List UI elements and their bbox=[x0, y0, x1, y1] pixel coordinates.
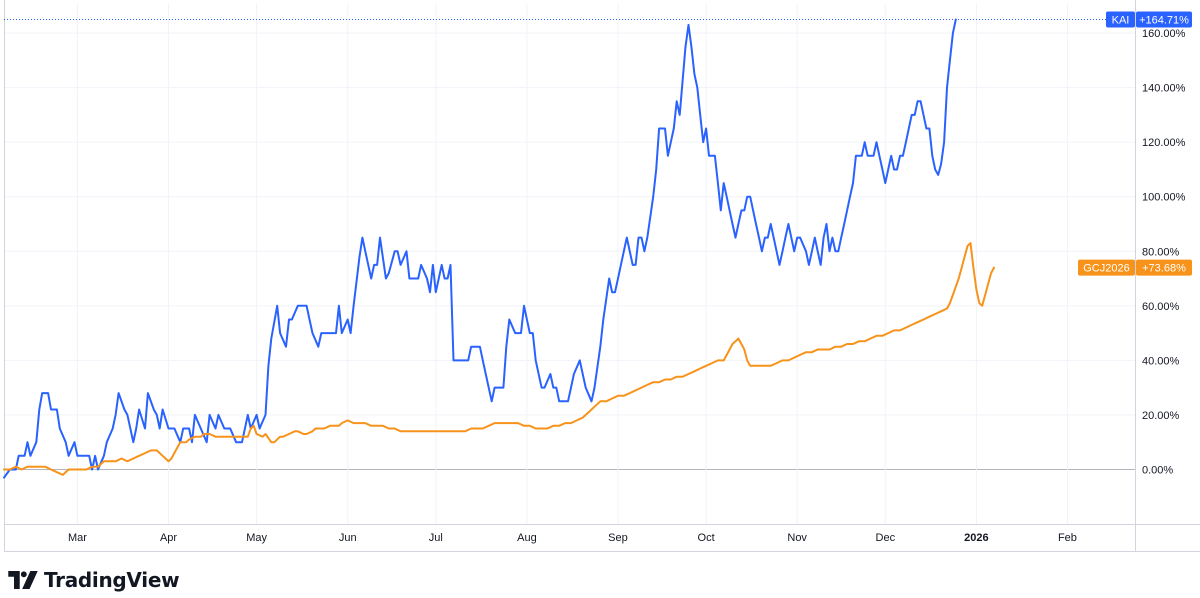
x-tick-label: Nov bbox=[787, 532, 807, 544]
series-name-tag bbox=[1078, 259, 1135, 276]
y-tick-label: 0.00% bbox=[1142, 464, 1173, 476]
x-tick-label: Mar bbox=[68, 532, 87, 544]
badge-kai: KAI +164.71% bbox=[1106, 11, 1192, 28]
x-tick-label: Feb bbox=[1058, 532, 1077, 544]
series-layer bbox=[3, 18, 1135, 479]
tradingview-logo-icon bbox=[8, 571, 38, 589]
series-name-label: GCJ2026 bbox=[1083, 263, 1129, 275]
x-tick-label: Dec bbox=[876, 532, 896, 544]
y-axis: 0.00% 20.00% 40.00% 60.00% 80.00% 100.00% 120.… bbox=[1135, 0, 1186, 551]
x-axis: Mar Apr May Jun Jul Aug Sep Oct Nov Dec 2026 Feb bbox=[4, 0, 1200, 552]
x-tick-label: 2026 bbox=[964, 532, 988, 544]
series-name-tag bbox=[1106, 11, 1135, 28]
last-value-label: +164.71% bbox=[1139, 14, 1189, 26]
y-tick-label: 140.00% bbox=[1142, 83, 1186, 95]
x-tick-label: Sep bbox=[608, 532, 628, 544]
last-value-badges: KAI +164.71% GCJ2026 +73.68% bbox=[1078, 11, 1192, 276]
x-tick-label: Jul bbox=[429, 532, 443, 544]
y-tick-label: 40.00% bbox=[1142, 355, 1180, 367]
y-tick-label: 60.00% bbox=[1142, 301, 1180, 313]
y-tick-label: 120.00% bbox=[1142, 137, 1186, 149]
tradingview-brand-name: TradingView bbox=[44, 568, 180, 592]
grid bbox=[4, 4, 1135, 524]
y-tick-label: 80.00% bbox=[1142, 246, 1180, 258]
badge-gcj2026: GCJ2026 +73.68% bbox=[1078, 259, 1192, 276]
series-name-label: KAI bbox=[1112, 14, 1130, 26]
series-line-gcj2026 bbox=[3, 242, 995, 476]
last-value-tag bbox=[1136, 11, 1192, 28]
last-value-label: +73.68% bbox=[1142, 263, 1186, 275]
x-tick-label: May bbox=[246, 532, 267, 544]
x-tick-label: Jun bbox=[339, 532, 357, 544]
x-tick-label: Aug bbox=[517, 532, 537, 544]
y-tick-label: 100.00% bbox=[1142, 192, 1186, 204]
x-tick-label: Apr bbox=[160, 532, 177, 544]
last-value-tag bbox=[1136, 259, 1192, 276]
series-line-kai bbox=[3, 18, 957, 479]
tradingview-logo[interactable]: TradingView bbox=[8, 566, 180, 594]
y-tick-label: 20.00% bbox=[1142, 410, 1180, 422]
x-tick-label: Oct bbox=[698, 532, 715, 544]
y-tick-label: 160.00% bbox=[1142, 28, 1186, 40]
